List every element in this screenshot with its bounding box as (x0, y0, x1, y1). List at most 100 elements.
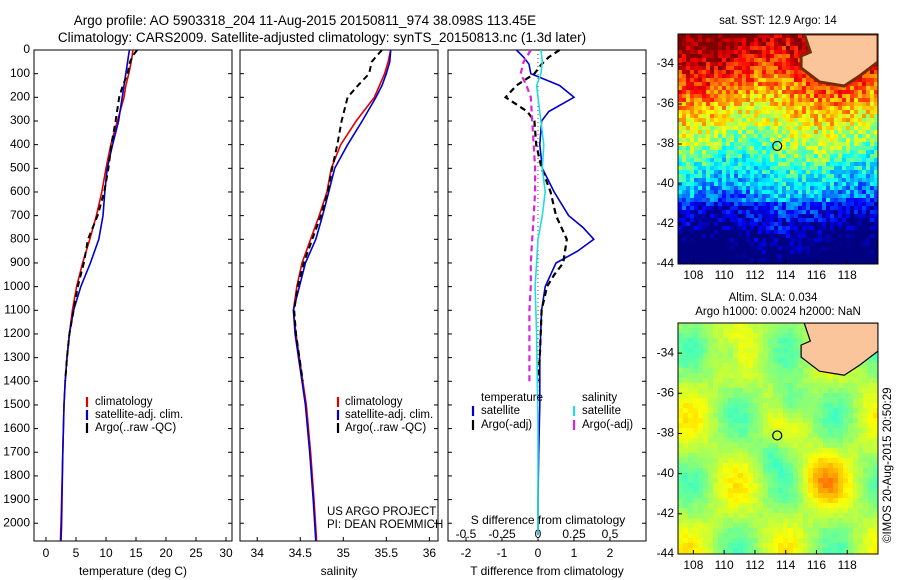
map-cell (694, 98, 699, 103)
map-cell (846, 138, 851, 143)
map-cell (762, 234, 767, 239)
map-cell (682, 218, 687, 223)
map-cell (703, 418, 709, 424)
map-cell (768, 358, 774, 364)
map-cell (726, 86, 731, 91)
map-cell (790, 110, 795, 115)
map-cell (863, 468, 869, 474)
map-cell (866, 250, 871, 255)
map-cell (726, 194, 731, 199)
map-cell (842, 246, 847, 251)
map-cell (862, 110, 867, 115)
map-cell (746, 150, 751, 155)
map-cell (762, 238, 767, 243)
map-cell (714, 218, 719, 223)
map-cell (718, 158, 723, 163)
map-cell (688, 423, 694, 429)
map-cell (710, 54, 715, 59)
map-cell (690, 110, 695, 115)
map-cell (803, 373, 809, 379)
map-cell (748, 458, 754, 464)
map-cell (833, 373, 839, 379)
map-cell (753, 323, 759, 329)
map-cell (690, 226, 695, 231)
legend-climatology: climatology (345, 396, 403, 408)
map-cell (870, 86, 875, 91)
map-cell (718, 483, 724, 489)
map-cell (854, 118, 859, 123)
map-cell (806, 258, 811, 263)
map-cell (726, 122, 731, 127)
map-cell (778, 162, 783, 167)
map-cell (678, 258, 683, 263)
map-cell (826, 142, 831, 147)
map-cell (833, 383, 839, 389)
map-cell (683, 433, 689, 439)
map-cell (682, 42, 687, 47)
map-cell (708, 523, 714, 529)
map-cell (762, 254, 767, 259)
map-cell (750, 234, 755, 239)
map-cell (866, 110, 871, 115)
map-cell (766, 34, 771, 39)
map-cell (848, 493, 854, 499)
map-cell (774, 214, 779, 219)
map-cell (790, 138, 795, 143)
map-cell (838, 118, 843, 123)
map-cell (854, 122, 859, 127)
map-cell (853, 413, 859, 419)
map-cell (794, 226, 799, 231)
map-cell (723, 398, 729, 404)
map-cell (790, 234, 795, 239)
map-cell (814, 230, 819, 235)
map-cell (786, 194, 791, 199)
map-cell (678, 433, 684, 439)
map-cell (866, 142, 871, 147)
map-cell (846, 118, 851, 123)
map-cell (686, 66, 691, 71)
map-cell (838, 423, 844, 429)
map-cell (698, 158, 703, 163)
map-cell (754, 46, 759, 51)
map-cell (763, 493, 769, 499)
map-cell (706, 226, 711, 231)
map-cell (826, 242, 831, 247)
map-cell (683, 348, 689, 354)
map-cell (766, 222, 771, 227)
map-cell (773, 353, 779, 359)
map-cell (793, 343, 799, 349)
map-cell (678, 528, 684, 534)
map-cell (686, 170, 691, 175)
map-cell (706, 210, 711, 215)
map-cell (758, 353, 764, 359)
map-cell (682, 114, 687, 119)
map-cell (698, 493, 704, 499)
map-cell (702, 34, 707, 39)
map-cell (710, 130, 715, 135)
map-cell (778, 343, 784, 349)
map-cell (870, 250, 875, 255)
map-cell (758, 50, 763, 55)
map-cell (818, 433, 824, 439)
map-cell (782, 258, 787, 263)
map-cell (686, 182, 691, 187)
map-cell (810, 174, 815, 179)
map-cell (793, 363, 799, 369)
map-cell (758, 443, 764, 449)
map-cell (708, 323, 714, 329)
map-cell (703, 498, 709, 504)
map-cell (698, 62, 703, 67)
map-cell (733, 543, 739, 549)
map-cell (822, 114, 827, 119)
map-cell (702, 74, 707, 79)
map-cell (862, 226, 867, 231)
map-cell (713, 418, 719, 424)
map-cell (762, 42, 767, 47)
map-cell (770, 246, 775, 251)
map-cell (762, 134, 767, 139)
map-cell (678, 368, 684, 374)
map-cell (718, 488, 724, 494)
map-cell (742, 262, 747, 264)
map-cell (853, 433, 859, 439)
map-cell (803, 443, 809, 449)
